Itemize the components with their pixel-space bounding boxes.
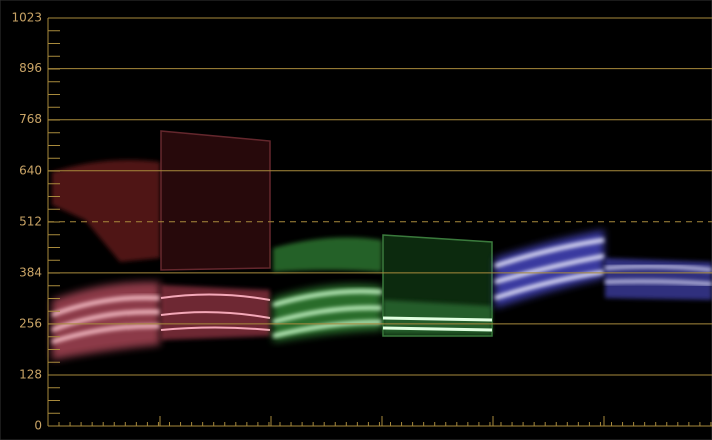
y-tick-label: 640	[19, 163, 42, 177]
y-tick-label: 256	[19, 316, 42, 330]
y-tick-label: 512	[19, 214, 42, 228]
axes: 0 128 256 384 512 640 768 896 1023	[11, 11, 712, 433]
y-tick-label: 768	[19, 112, 42, 126]
y-tick-label: 384	[19, 265, 42, 279]
y-tick-label: 896	[19, 61, 42, 75]
waveform-traces	[51, 130, 712, 360]
y-tick-label: 1023	[11, 11, 42, 25]
y-tick-label: 128	[19, 367, 42, 381]
y-tick-label: 0	[34, 419, 42, 433]
